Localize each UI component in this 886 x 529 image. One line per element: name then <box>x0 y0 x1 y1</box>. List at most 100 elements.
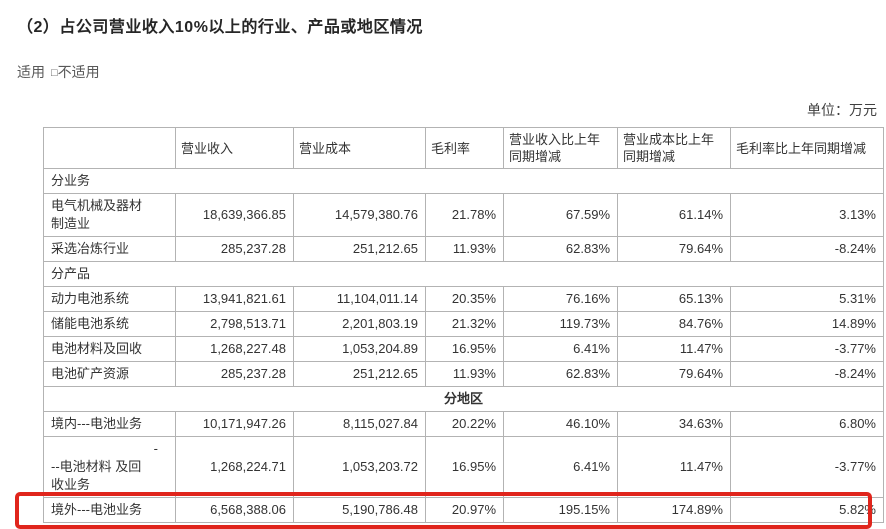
value-cell: 16.95% <box>425 436 504 498</box>
value-cell: 84.76% <box>617 311 731 337</box>
value-cell: 20.97% <box>425 497 504 523</box>
table-row: 储能电池系统 2,798,513.71 2,201,803.19 21.32% 119.… <box>43 311 884 337</box>
row-label-line: 境内---电池业务 <box>51 416 142 431</box>
value-cell: 2,201,803.19 <box>293 311 426 337</box>
value-cell: 251,212.65 <box>293 236 426 262</box>
row-label-line: 储能电池系统 <box>51 316 130 331</box>
value-cell: 6.41% <box>503 336 618 362</box>
value-cell: 20.35% <box>425 286 504 312</box>
header-cell: 毛利率 <box>425 127 504 169</box>
value-cell: 174.89% <box>617 497 731 523</box>
value-cell: 76.16% <box>503 286 618 312</box>
value-cell: 5.31% <box>730 286 884 312</box>
value-cell: 5.82% <box>730 497 884 523</box>
header-cell: 营业收入 <box>175 127 294 169</box>
table-row: 电池矿产资源 285,237.28 251,212.65 11.93% 62.83% 79… <box>43 361 884 387</box>
value-cell: 285,237.28 <box>175 361 294 387</box>
row-label-line: 电气机械及器材 <box>51 198 143 213</box>
row-label: 境外---电池业务 <box>43 497 176 523</box>
value-cell: 11.93% <box>425 236 504 262</box>
value-cell: 195.15% <box>503 497 618 523</box>
value-cell: 67.59% <box>503 193 618 237</box>
value-cell: 79.64% <box>617 361 731 387</box>
value-cell: 285,237.28 <box>175 236 294 262</box>
value-cell: 20.22% <box>425 411 504 437</box>
value-cell: 10,171,947.26 <box>175 411 294 437</box>
value-cell: 119.73% <box>503 311 618 337</box>
row-label-line: 动力电池系统 <box>51 291 130 306</box>
row-label: 电池材料及回收 <box>43 336 176 362</box>
table-row: 采选冶炼行业 285,237.28 251,212.65 11.93% 62.83% 79… <box>43 236 884 262</box>
value-cell: -3.77% <box>730 336 884 362</box>
value-cell: 1,268,227.48 <box>175 336 294 362</box>
table-row: 境内---电池业务 10,171,947.26 8,115,027.84 20.22%… <box>43 411 884 437</box>
row-label-line: 境外---电池业务 <box>51 502 142 517</box>
row-label-line: - <box>153 441 158 456</box>
section-row: 分产品 <box>43 261 884 287</box>
header-cell: 营业成本 <box>293 127 426 169</box>
header-cell: 营业成本比上年同期增减 <box>617 127 731 169</box>
value-cell: 14,579,380.76 <box>293 193 426 237</box>
value-cell: 8,115,027.84 <box>293 411 426 437</box>
value-cell: -8.24% <box>730 236 884 262</box>
value-cell: 6.41% <box>503 436 618 498</box>
table-row: 动力电池系统 13,941,821.61 11,104,011.14 20.35% 76… <box>43 286 884 312</box>
applicability-line: 适用 □不适用 <box>17 63 886 83</box>
row-label: 电池矿产资源 <box>43 361 176 387</box>
table-body: 营业收入 营业成本 毛利率 营业收入比上年同期增减 营业成本比上年同期增减 毛利率比上年同… <box>43 127 884 523</box>
row-label-line: 收业务 <box>51 477 91 492</box>
value-cell: 11,104,011.14 <box>293 286 426 312</box>
revenue-table-wrap: 营业收入 营业成本 毛利率 营业收入比上年同期增减 营业成本比上年同期增减 毛利率比上年同… <box>15 127 884 529</box>
row-label-line: 电池矿产资源 <box>51 366 130 381</box>
table-row: 电气机械及器材 制造业 18,639,366.85 14,579,380.76 21.7… <box>43 193 884 237</box>
checkbox-icon: □ <box>51 67 58 79</box>
value-cell: 21.78% <box>425 193 504 237</box>
value-cell: 16.95% <box>425 336 504 362</box>
row-label-line: 制造业 <box>51 216 91 231</box>
value-cell: 62.83% <box>503 361 618 387</box>
value-cell: -8.24% <box>730 361 884 387</box>
value-cell: 1,268,224.71 <box>175 436 294 498</box>
value-cell: 251,212.65 <box>293 361 426 387</box>
table-header-row: 营业收入 营业成本 毛利率 营业收入比上年同期增减 营业成本比上年同期增减 毛利率比上年同… <box>43 127 884 169</box>
row-label-line: 采选冶炼行业 <box>51 241 130 256</box>
header-cell: 毛利率比上年同期增减 <box>730 127 884 169</box>
row-label: 电气机械及器材 制造业 <box>43 193 176 237</box>
value-cell: 13,941,821.61 <box>175 286 294 312</box>
value-cell: 14.89% <box>730 311 884 337</box>
value-cell: 21.32% <box>425 311 504 337</box>
value-cell: 11.47% <box>617 436 731 498</box>
value-cell: 2,798,513.71 <box>175 311 294 337</box>
header-cell: 营业收入比上年同期增减 <box>503 127 618 169</box>
revenue-table: 营业收入 营业成本 毛利率 营业收入比上年同期增减 营业成本比上年同期增减 毛利率比上年同… <box>43 127 884 523</box>
row-label: 采选冶炼行业 <box>43 236 176 262</box>
value-cell: 3.13% <box>730 193 884 237</box>
row-label-line: --电池材料 及回 <box>51 459 142 474</box>
value-cell: 46.10% <box>503 411 618 437</box>
section-row: 分地区 <box>43 386 884 412</box>
row-label: - --电池材料 及回 收业务 <box>43 436 176 498</box>
section-label: 分产品 <box>43 261 884 287</box>
value-cell: 62.83% <box>503 236 618 262</box>
value-cell: 11.93% <box>425 361 504 387</box>
value-cell: 6.80% <box>730 411 884 437</box>
row-label: 境内---电池业务 <box>43 411 176 437</box>
value-cell: -3.77% <box>730 436 884 498</box>
section-row: 分业务 <box>43 168 884 194</box>
value-cell: 1,053,203.72 <box>293 436 426 498</box>
value-cell: 61.14% <box>617 193 731 237</box>
value-cell: 79.64% <box>617 236 731 262</box>
table-row: - --电池材料 及回 收业务 1,268,224.71 1,053,203.72 16.… <box>43 436 884 498</box>
row-label: 动力电池系统 <box>43 286 176 312</box>
section-title: （2）占公司营业收入10%以上的行业、产品或地区情况 <box>17 19 423 36</box>
unit-label: 单位：万元 <box>807 102 877 118</box>
table-row: 境外---电池业务 6,568,388.06 5,190,786.48 20.97% 1… <box>43 497 884 523</box>
value-cell: 6,568,388.06 <box>175 497 294 523</box>
applicable-label: 适用 <box>17 64 45 80</box>
row-label: 储能电池系统 <box>43 311 176 337</box>
value-cell: 34.63% <box>617 411 731 437</box>
value-cell: 11.47% <box>617 336 731 362</box>
table-row: 电池材料及回收 1,268,227.48 1,053,204.89 16.95% 6.4… <box>43 336 884 362</box>
value-cell: 18,639,366.85 <box>175 193 294 237</box>
